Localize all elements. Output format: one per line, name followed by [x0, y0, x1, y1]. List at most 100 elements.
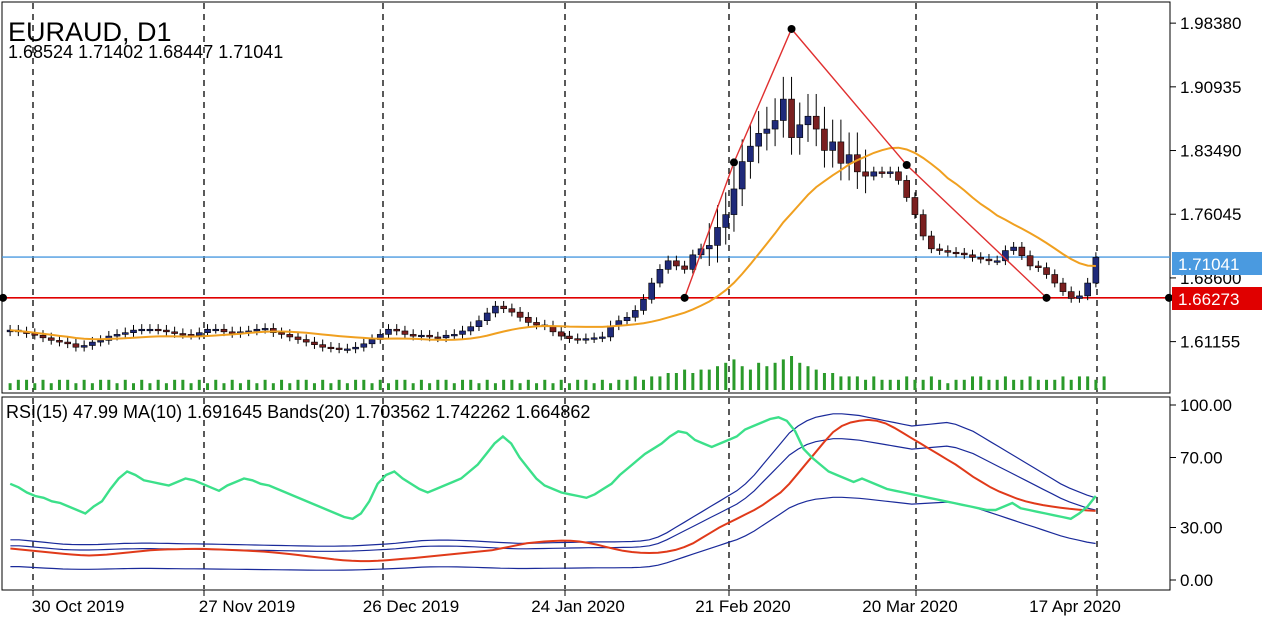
price-layer: [0, 3, 1173, 392]
rsi-tick-label-3: 0.00: [1180, 571, 1213, 590]
volume-bar: [666, 373, 670, 390]
volume-bar: [49, 383, 53, 390]
volume-bar: [839, 376, 843, 390]
candle-body: [1059, 282, 1067, 292]
date-tick-label-5: 20 Mar 2020: [862, 597, 957, 616]
volume-bar: [1086, 376, 1090, 390]
volume-bar: [222, 383, 226, 390]
volume-bar: [263, 379, 267, 390]
candle-body: [508, 308, 516, 313]
volume-bar: [288, 383, 292, 390]
volume-bar: [345, 383, 349, 390]
current-price-label: 1.71041: [1178, 255, 1239, 274]
price-tick-label-2: 1.83490: [1180, 142, 1241, 161]
volume-bar: [600, 379, 604, 390]
volume-bar: [929, 376, 933, 390]
zigzag-point-3: [902, 160, 911, 169]
rsi-tick-label-0: 100.00: [1180, 396, 1232, 415]
volume-bar: [1045, 379, 1049, 390]
volume-bar: [625, 379, 629, 390]
volume-bar: [255, 383, 259, 390]
candle-body: [204, 328, 211, 333]
volume-bar: [987, 379, 991, 390]
candle-body: [319, 344, 326, 348]
volume-bar: [740, 366, 744, 390]
candle-body: [393, 328, 401, 332]
candle-body: [1051, 274, 1059, 284]
candle-body: [681, 265, 688, 270]
candle-body: [837, 141, 845, 164]
volume-bar: [90, 383, 94, 390]
candle-body: [1035, 265, 1042, 268]
candle-body: [1076, 295, 1083, 299]
candle-body: [368, 339, 376, 345]
candle-body: [113, 334, 121, 337]
volume-bar: [354, 379, 358, 390]
volume-bar: [337, 379, 341, 390]
volume-bar: [806, 366, 810, 390]
volume-bar: [938, 379, 942, 390]
candle-body: [722, 214, 730, 228]
volume-bar: [436, 379, 440, 390]
candle-body: [516, 311, 524, 318]
candle-body: [1067, 291, 1075, 299]
candle-body: [525, 316, 532, 323]
volume-bar: [57, 379, 61, 390]
volume-bar: [477, 383, 481, 390]
volume-bar: [765, 366, 769, 390]
volume-bar: [403, 379, 407, 390]
volume-bar: [164, 383, 168, 390]
volume-bar: [321, 379, 325, 390]
volume-bar: [954, 379, 958, 390]
level-price-label: 1.66273: [1178, 290, 1239, 309]
candle-body: [574, 338, 581, 341]
volume-bar: [1102, 376, 1106, 390]
candle-body: [171, 331, 178, 334]
candle-body: [56, 340, 63, 343]
candle-body: [730, 188, 738, 215]
volume-bar: [979, 376, 983, 390]
volume-bar: [485, 379, 489, 390]
volume-bar: [214, 379, 218, 390]
volume-bar: [230, 379, 234, 390]
candle-body: [80, 345, 88, 348]
volume-bar: [971, 376, 975, 390]
volume-bar: [99, 379, 103, 390]
volume-bar: [1094, 379, 1098, 390]
candle-body: [47, 337, 55, 341]
volume-bar: [33, 383, 37, 390]
ohlc-readout: 1.68524 1.71402 1.68447 1.71041: [8, 42, 283, 62]
volume-bar: [362, 379, 366, 390]
volume-bar: [748, 369, 752, 390]
volume-bar: [888, 379, 892, 390]
volume-bar: [16, 379, 20, 390]
price-tick-label-0: 1.98380: [1180, 14, 1241, 33]
candle-body: [747, 145, 754, 162]
candle-body: [1010, 246, 1017, 251]
volume-bar: [847, 376, 851, 390]
candle-body: [985, 258, 993, 262]
candle-body: [434, 336, 442, 339]
moving-average-line: [9, 146, 1096, 341]
candle-body: [755, 133, 762, 147]
volume-bar: [864, 379, 868, 390]
volume-bar: [1077, 376, 1081, 390]
volume-bar: [107, 379, 111, 390]
volume-bar: [131, 383, 135, 390]
candle-body: [475, 320, 483, 327]
volume-bar: [526, 379, 530, 390]
candle-body: [261, 328, 269, 331]
candle-body: [1018, 246, 1026, 256]
volume-bar: [535, 383, 539, 390]
rsi-panel-frame: [1, 396, 1171, 591]
zigzag-point-0: [680, 293, 689, 302]
candle-body: [599, 336, 606, 339]
level-marker-right: [1165, 293, 1173, 302]
candle-body: [705, 245, 713, 250]
volume-bar: [1053, 379, 1057, 390]
volume-bar: [995, 379, 999, 390]
candle-body: [179, 333, 187, 336]
volume-bar: [913, 379, 917, 390]
volume-bar: [428, 383, 432, 390]
axis-layer: 1.983801.909351.834901.760451.686001.611…: [32, 14, 1242, 616]
